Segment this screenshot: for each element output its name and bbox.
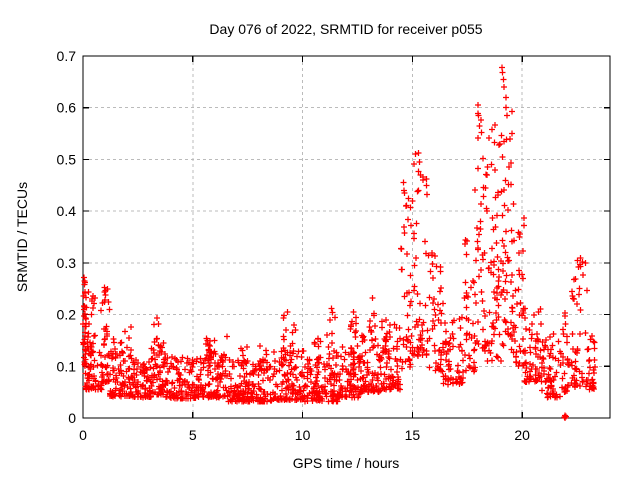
x-tick-label: 0	[79, 427, 87, 443]
y-tick-label: 0.5	[57, 151, 77, 167]
y-tick-label: 0.1	[57, 358, 77, 374]
chart-title: Day 076 of 2022, SRMTID for receiver p05…	[209, 21, 482, 37]
y-tick-label: 0.7	[57, 48, 77, 64]
scatter-data-points	[80, 64, 598, 421]
axis-tick-labels: 0 5 10 15 20 0 0.1 0.2 0.3 0.4 0.5 0.6 0.7	[57, 48, 531, 443]
x-tick-label: 15	[405, 427, 421, 443]
y-tick-label: 0.6	[57, 100, 77, 116]
plot-border	[82, 55, 611, 419]
y-tick-label: 0.3	[57, 255, 77, 271]
y-axis-label: SRMTID / TECUs	[14, 182, 30, 292]
x-tick-label: 10	[295, 427, 311, 443]
x-tick-label: 5	[189, 427, 197, 443]
x-axis-label: GPS time / hours	[293, 455, 400, 471]
y-tick-label: 0	[68, 410, 76, 426]
srmtid-points-path	[80, 64, 598, 421]
y-tick-label: 0.2	[57, 307, 77, 323]
y-tick-label: 0.4	[57, 203, 77, 219]
x-tick-label: 20	[514, 427, 530, 443]
